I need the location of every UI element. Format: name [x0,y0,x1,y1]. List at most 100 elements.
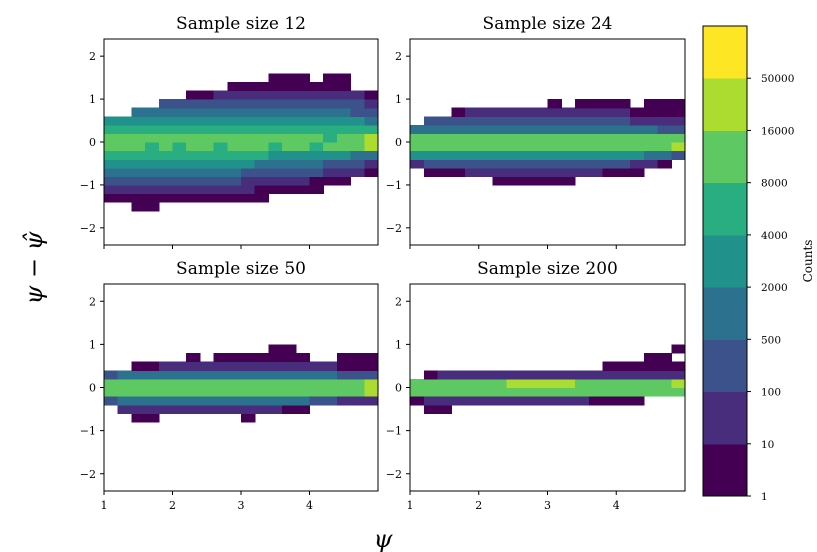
heatmap-cell [478,396,494,406]
heatmap-cell [241,378,256,389]
heatmap-cell [227,150,242,160]
heatmap-cell [186,142,201,152]
heatmap-cell [350,396,365,406]
heatmap-cell [561,396,576,406]
heatmap-cell [199,124,215,135]
heatmap-cell [213,107,228,117]
heatmap-cell [227,99,242,109]
heatmap-cell [131,404,146,414]
heatmap-cell [657,361,672,371]
heatmap-cell [364,124,379,135]
heatmap-cell [423,378,439,389]
heatmap-cell [309,176,324,186]
heatmap-cell [492,116,507,126]
heatmap-cell [451,124,466,135]
heatmap-cell [131,124,146,135]
heatmap-cell [423,116,439,126]
heatmap-cell [268,167,283,177]
heatmap-cell [241,361,256,371]
heatmap-cell [602,107,617,117]
heatmap-cell [158,116,174,126]
heatmap-cell [465,396,480,406]
heatmap-cell [172,107,187,117]
heatmap-cell [336,159,352,169]
heatmap-cell [268,176,283,186]
heatmap-cell [602,387,617,397]
heatmap-cell [241,370,256,380]
heatmap-cell [241,387,256,397]
heatmap-cell [158,150,174,160]
heatmap-cell [350,159,365,169]
heatmap-cell [437,396,452,406]
heatmap-cell [254,124,269,135]
heatmap-cell [295,142,311,152]
heatmap-cell [492,142,507,152]
heatmap-cell [657,99,672,109]
colorbar-segment [703,234,747,288]
heatmap-cell [506,387,521,397]
heatmap-cell [104,142,119,152]
heatmap-cell [282,99,297,109]
heatmap-cell [104,396,119,406]
heatmap-cell [410,150,425,160]
colorbar-tick-label: 2000 [761,282,788,294]
colorbar-segment [703,339,747,393]
heatmap-cell [145,193,160,203]
heatmap-cell [282,107,297,117]
heatmap-cell [364,142,379,152]
heatmap-cell [588,107,604,117]
y-axis-label: ψ − ψ̂ [20,230,48,304]
heatmap-cell [158,167,174,177]
heatmap-cell [506,107,521,117]
heatmap-cell [254,133,269,143]
heatmap-cell [630,142,645,152]
heatmap-cell [350,124,365,135]
heatmap-cell [520,150,535,160]
heatmap-cell [295,370,311,380]
colorbar-segment [703,287,747,340]
heatmap-cell [547,133,562,143]
heatmap-cell [657,116,672,126]
heatmap-cell [104,184,119,195]
heatmap-cell [630,150,645,160]
heatmap-cell [282,150,297,160]
heatmap-cell [547,378,562,389]
heatmap-cell [309,159,324,169]
heatmap-cell [227,184,242,195]
heatmap-cell [241,107,256,117]
heatmap-cell [199,387,215,397]
heatmap-cell [117,167,132,177]
heatmap-cell [282,378,297,389]
heatmap-cell [186,167,201,177]
x-tick-label: 2 [169,499,176,512]
heatmap-cell [492,107,507,117]
heatmap-cell [520,133,535,143]
colorbar-frame [702,25,748,497]
heatmap-cell [506,396,521,406]
heatmap-cell [309,133,324,143]
heatmap-cell [671,150,686,160]
x-tick-label: 4 [613,499,620,512]
heatmap-cell [227,404,242,414]
heatmap-cell [145,361,160,371]
colorbar-segment [703,130,747,184]
heatmap-cell [323,116,338,126]
heatmap-cell [575,159,590,169]
heatmap-cell [268,124,283,135]
heatmap-cell [145,124,160,135]
heatmap-cell [520,107,535,117]
heatmap-cell [602,370,617,380]
panel-2: Sample size 24 −2 −1 0 1 2 [386,14,686,249]
heatmap-cell [254,99,269,109]
heatmap-cell [241,116,256,126]
heatmap-cell [437,167,452,177]
y-tick-label: 2 [89,295,96,308]
heatmap-cell [671,124,686,135]
heatmap-cell [575,116,590,126]
heatmap-cell [643,159,659,169]
heatmap-cell [588,396,604,406]
heatmap-cell [282,124,297,135]
heatmap-cell [186,378,201,389]
heatmap-cell [350,133,365,143]
heatmap-cell [616,370,631,380]
